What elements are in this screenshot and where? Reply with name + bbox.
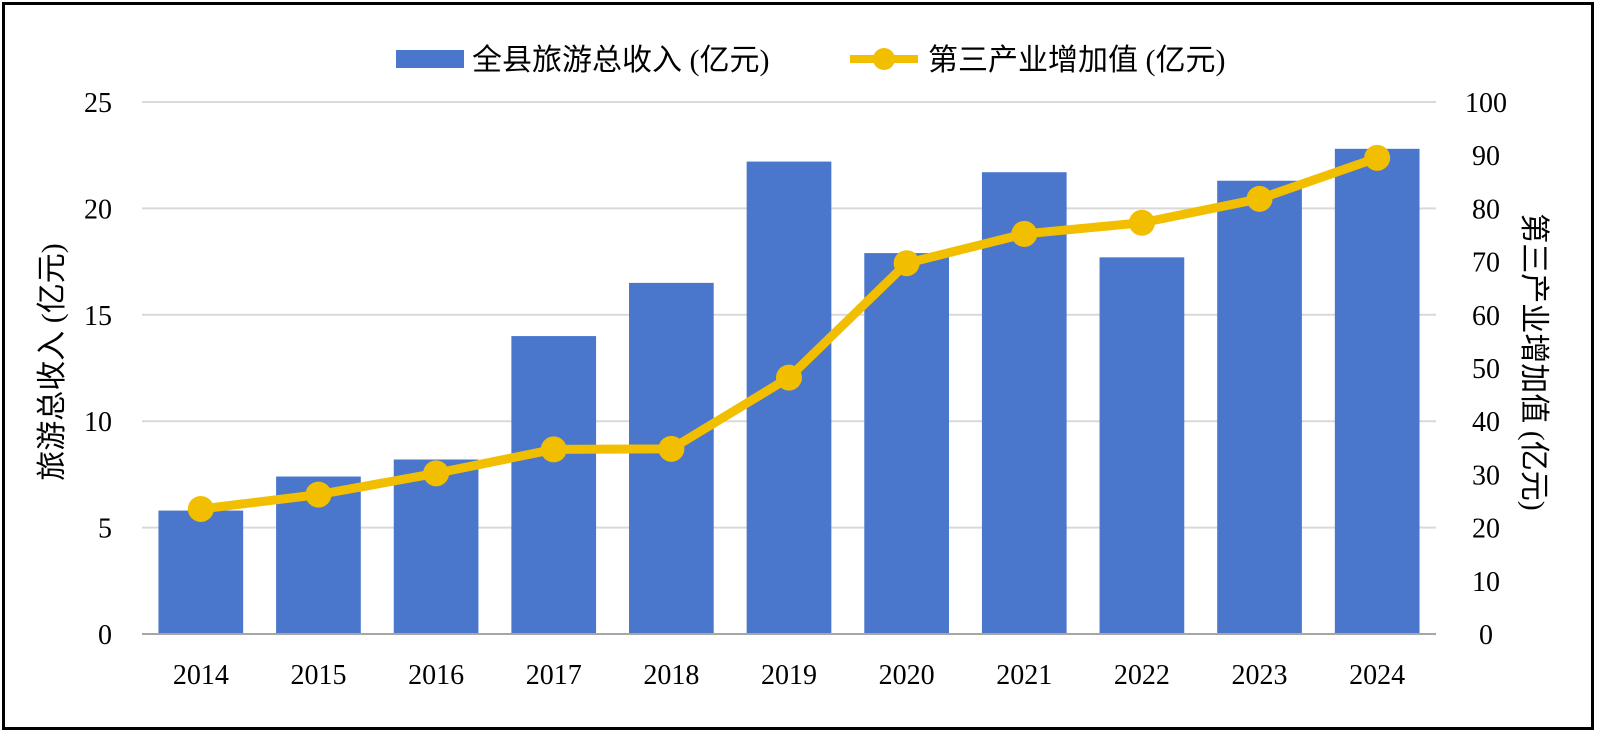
x-tick-label: 2021 [996, 660, 1052, 691]
x-tick-label: 2017 [526, 660, 582, 691]
x-tick-label: 2016 [408, 660, 464, 691]
left-y-tick-label: 0 [98, 620, 112, 651]
bar [1099, 257, 1185, 634]
line-point [1246, 185, 1273, 212]
line-point [540, 436, 567, 463]
right-y-axis-label: 第三产业增加值 (亿元) [1517, 213, 1550, 510]
bar [393, 459, 479, 634]
right-y-tick-label: 90 [1472, 141, 1500, 172]
line-point [776, 364, 802, 391]
legend-swatch-marker [873, 48, 895, 70]
x-tick-label: 2022 [1114, 660, 1170, 691]
left-y-axis-label: 旅游总收入 (亿元) [36, 243, 69, 480]
x-tick-label: 2024 [1349, 660, 1405, 691]
right-y-tick-label: 10 [1472, 567, 1500, 598]
line-series [187, 144, 1391, 522]
bar [981, 172, 1067, 634]
line-point [1364, 144, 1391, 171]
x-tick-label: 2015 [290, 660, 346, 691]
right-y-tick-label: 80 [1472, 194, 1500, 225]
legend: 全县旅游总收入 (亿元) 第三产业增加值 (亿元) [396, 44, 1225, 77]
right-y-tick-label: 60 [1472, 301, 1500, 332]
x-tick-label: 2023 [1232, 660, 1288, 691]
right-y-tick-label: 70 [1472, 248, 1500, 279]
x-tick-labels: 2014 2015 2016 2017 2018 2019 2020 2021 2022 2023… [173, 660, 1405, 691]
right-y-tick-label: 100 [1465, 88, 1507, 119]
x-tick-label: 2018 [643, 660, 699, 691]
legend-swatch-bar [396, 50, 464, 68]
x-tick-label: 2019 [761, 660, 817, 691]
line-point [1128, 209, 1155, 236]
left-y-tick-label: 5 [98, 514, 112, 545]
bar [1217, 180, 1302, 634]
right-y-tick-label: 20 [1472, 514, 1500, 545]
right-y-tick-label: 30 [1472, 460, 1500, 491]
left-y-tick-label: 25 [84, 88, 112, 119]
line-point [893, 250, 920, 277]
bar [864, 253, 949, 634]
left-y-tick-label: 10 [84, 407, 112, 438]
line-point [187, 495, 214, 522]
line-point [305, 481, 332, 508]
line-point [423, 460, 450, 487]
bar [511, 336, 597, 634]
bar-series [158, 148, 1420, 635]
left-y-tick-label: 20 [84, 194, 112, 225]
bar [158, 510, 244, 634]
x-tick-label: 2014 [173, 660, 229, 691]
bar [1334, 148, 1420, 635]
line-point [658, 435, 685, 462]
legend-label-bar: 全县旅游总收入 (亿元) [472, 44, 769, 77]
x-tick-label: 2020 [879, 660, 935, 691]
left-y-tick-label: 15 [84, 301, 112, 332]
right-y-tick-labels: 0 10 20 30 40 50 60 70 80 90 100 [1465, 88, 1507, 651]
right-y-tick-label: 0 [1479, 620, 1493, 651]
line-point [1011, 220, 1038, 247]
left-y-tick-labels: 0 5 10 15 20 25 [84, 88, 112, 651]
right-y-tick-label: 40 [1472, 407, 1500, 438]
legend-label-line: 第三产业增加值 (亿元) [928, 44, 1225, 77]
right-y-tick-label: 50 [1472, 354, 1500, 385]
